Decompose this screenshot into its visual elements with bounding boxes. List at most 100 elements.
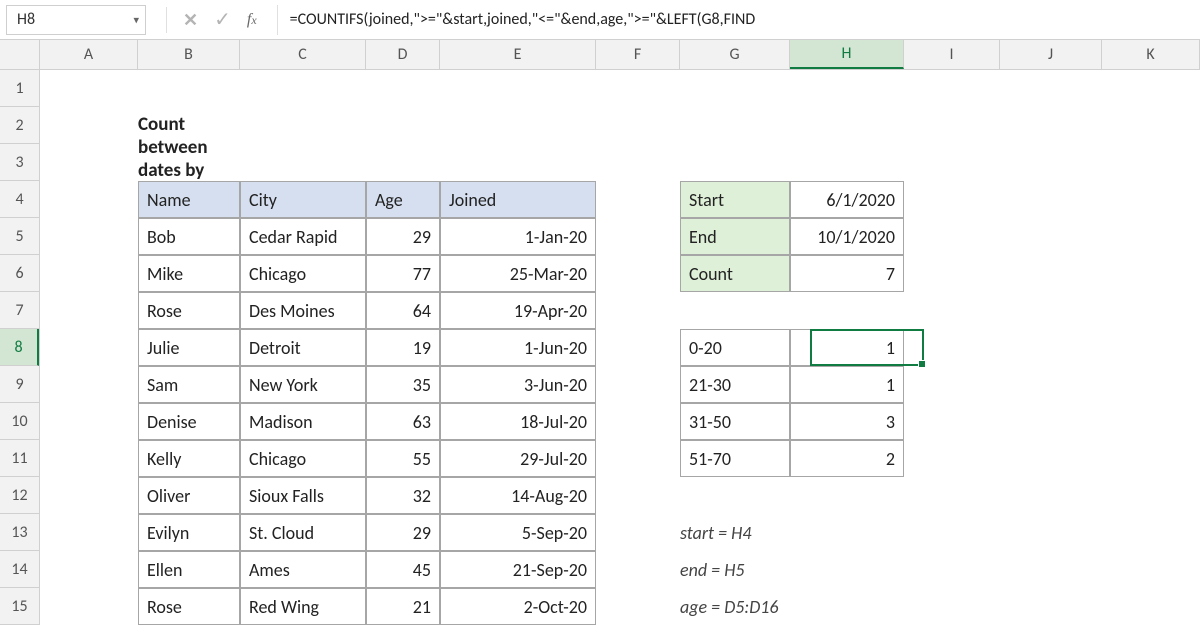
main-header-city[interactable]: City (240, 181, 366, 218)
main-header-name[interactable]: Name (138, 181, 240, 218)
row-header[interactable]: 11 (0, 440, 39, 477)
cell[interactable]: 45 (366, 551, 440, 588)
side-value-start[interactable]: 6/1/2020 (790, 181, 904, 218)
row-header[interactable]: 14 (0, 551, 39, 588)
main-header-age[interactable]: Age (366, 181, 440, 218)
cell[interactable]: 19-Apr-20 (440, 292, 596, 329)
cell[interactable]: 21-Sep-20 (440, 551, 596, 588)
row-header-selected[interactable]: 8 (0, 329, 39, 366)
fx-icon[interactable]: fx (247, 11, 257, 29)
cell[interactable]: Cedar Rapid (240, 218, 366, 255)
cell[interactable]: 63 (366, 403, 440, 440)
cell[interactable]: Detroit (240, 329, 366, 366)
cell[interactable]: Bob (138, 218, 240, 255)
cell[interactable]: Kelly (138, 440, 240, 477)
side-value-count[interactable]: 7 (790, 255, 904, 292)
confirm-icon[interactable]: ✓ (214, 7, 231, 32)
age-count[interactable]: 2 (790, 440, 904, 477)
row-header[interactable]: 4 (0, 181, 39, 218)
age-count[interactable]: 1 (790, 329, 904, 366)
row-header[interactable]: 7 (0, 292, 39, 329)
formula-bar: H8 ▾ ✕ ✓ fx =COUNTIFS(joined,">="&start,… (0, 0, 1200, 40)
side-label-start[interactable]: Start (680, 181, 790, 218)
cell[interactable]: 77 (366, 255, 440, 292)
cell[interactable]: Sioux Falls (240, 477, 366, 514)
cell[interactable]: Denise (138, 403, 240, 440)
row-header[interactable]: 15 (0, 588, 39, 625)
col-header[interactable]: F (596, 40, 680, 69)
cell[interactable]: Evilyn (138, 514, 240, 551)
cell[interactable]: 29 (366, 514, 440, 551)
select-all-corner[interactable] (0, 40, 40, 69)
col-header[interactable]: G (680, 40, 790, 69)
main-header-joined[interactable]: Joined (440, 181, 596, 218)
cells-area[interactable]: Count between dates by age range Name Ci… (40, 70, 1200, 625)
cell[interactable]: Chicago (240, 255, 366, 292)
page-title: Count between dates by age range (138, 107, 236, 144)
col-header[interactable]: J (1000, 40, 1102, 69)
cell[interactable]: Oliver (138, 477, 240, 514)
cell[interactable]: 29-Jul-20 (440, 440, 596, 477)
col-header[interactable]: A (40, 40, 138, 69)
col-header[interactable]: D (366, 40, 440, 69)
name-box-dropdown-icon[interactable]: ▾ (133, 13, 139, 26)
age-range[interactable]: 0-20 (680, 329, 790, 366)
cell[interactable]: 18-Jul-20 (440, 403, 596, 440)
col-header[interactable]: C (240, 40, 366, 69)
column-headers: A B C D E F G H I J K (0, 40, 1200, 70)
cell[interactable]: 64 (366, 292, 440, 329)
cell[interactable]: 32 (366, 477, 440, 514)
age-count[interactable]: 1 (790, 366, 904, 403)
cell[interactable]: 3-Jun-20 (440, 366, 596, 403)
cell[interactable]: 2-Oct-20 (440, 588, 596, 625)
cell[interactable]: Red Wing (240, 588, 366, 625)
age-count[interactable]: 3 (790, 403, 904, 440)
cell[interactable]: Rose (138, 588, 240, 625)
cell[interactable]: 14-Aug-20 (440, 477, 596, 514)
row-header[interactable]: 3 (0, 144, 39, 181)
cell[interactable]: Julie (138, 329, 240, 366)
col-header[interactable]: K (1102, 40, 1200, 69)
formula-input[interactable]: =COUNTIFS(joined,">="&start,joined,"<="&… (277, 5, 1194, 35)
row-header[interactable]: 13 (0, 514, 39, 551)
row-header[interactable]: 6 (0, 255, 39, 292)
cell[interactable]: Ames (240, 551, 366, 588)
cell[interactable]: Des Moines (240, 292, 366, 329)
col-header-selected[interactable]: H (790, 40, 904, 69)
cell[interactable]: Rose (138, 292, 240, 329)
cell[interactable]: 1-Jan-20 (440, 218, 596, 255)
row-header[interactable]: 5 (0, 218, 39, 255)
row-header[interactable]: 2 (0, 107, 39, 144)
col-header[interactable]: E (440, 40, 596, 69)
side-value-end[interactable]: 10/1/2020 (790, 218, 904, 255)
col-header[interactable]: I (904, 40, 1000, 69)
cell[interactable]: Chicago (240, 440, 366, 477)
cell[interactable]: Mike (138, 255, 240, 292)
cell[interactable]: Ellen (138, 551, 240, 588)
cell[interactable]: Madison (240, 403, 366, 440)
age-range[interactable]: 51-70 (680, 440, 790, 477)
cell[interactable]: New York (240, 366, 366, 403)
note: age = D5:D16 (680, 588, 1000, 625)
age-range[interactable]: 31-50 (680, 403, 790, 440)
cell[interactable]: 29 (366, 218, 440, 255)
cell[interactable]: 1-Jun-20 (440, 329, 596, 366)
cell[interactable]: 55 (366, 440, 440, 477)
col-header[interactable]: B (138, 40, 240, 69)
cell[interactable]: 5-Sep-20 (440, 514, 596, 551)
side-label-end[interactable]: End (680, 218, 790, 255)
row-header[interactable]: 1 (0, 70, 39, 107)
cancel-icon[interactable]: ✕ (183, 9, 198, 31)
name-box[interactable]: H8 ▾ (6, 5, 146, 35)
cell[interactable]: 25-Mar-20 (440, 255, 596, 292)
cell[interactable]: 19 (366, 329, 440, 366)
row-header[interactable]: 9 (0, 366, 39, 403)
cell[interactable]: 21 (366, 588, 440, 625)
row-header[interactable]: 12 (0, 477, 39, 514)
age-range[interactable]: 21-30 (680, 366, 790, 403)
side-label-count[interactable]: Count (680, 255, 790, 292)
cell[interactable]: St. Cloud (240, 514, 366, 551)
cell[interactable]: 35 (366, 366, 440, 403)
row-header[interactable]: 10 (0, 403, 39, 440)
cell[interactable]: Sam (138, 366, 240, 403)
